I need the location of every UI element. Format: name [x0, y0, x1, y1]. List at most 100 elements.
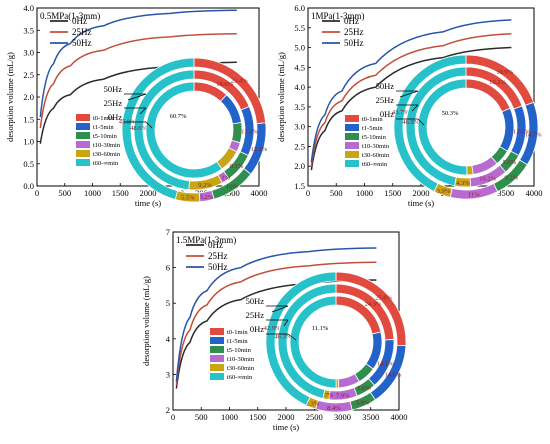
y-tick-label: 6 — [166, 263, 170, 273]
donut-value-label: 2.3% — [306, 401, 320, 408]
donut-value-label: 13.4% — [241, 129, 258, 136]
x-tick-label: 2000 — [140, 188, 157, 198]
y-axis-label: desorption volume (mL/g) — [5, 52, 15, 142]
donut-legend-label-3: t10-30min — [93, 142, 121, 149]
donut-value-label: 2.1% — [217, 175, 231, 182]
ring-label-50hz: 50Hz — [376, 81, 395, 91]
donut-value-label: 42.9% — [264, 325, 281, 332]
y-tick-label: 1.5 — [23, 114, 34, 124]
donut-slice-0hz-5 — [417, 78, 468, 176]
donut-value-label: 25.8% — [375, 294, 392, 301]
legend-label-25hz: 25Hz — [344, 27, 364, 37]
donut-slice-50hz-0 — [335, 271, 407, 347]
donut-value-label: 1.7% — [320, 392, 334, 399]
donut-inner-label: 11.1% — [312, 325, 329, 332]
panel-label: 1.5MPa(1-3mm) — [176, 235, 236, 245]
donut-legend-label-4: t30-60min — [93, 151, 121, 158]
y-tick-label: 2.0 — [294, 161, 305, 171]
ring-leader-line — [287, 333, 297, 341]
donut-value-label: 46.8% — [402, 119, 419, 126]
legend-label-0hz: 0Hz — [208, 240, 223, 250]
x-tick-label: 0 — [171, 412, 175, 422]
donut-legend-label-4: t30-60min — [227, 365, 255, 372]
panel-label: 1MPa(1-3mm) — [311, 11, 365, 21]
donut-value-label: 5.6% — [503, 159, 517, 166]
donut-legend-label-0: t0-1min — [93, 115, 114, 122]
donut-value-label: 14.1% — [377, 360, 394, 367]
donut-legend-label-5: t60-∞min — [93, 160, 119, 167]
donut-legend-label-2: t5-10min — [93, 133, 118, 140]
ring-leader-line — [139, 107, 147, 115]
donut-legend-swatch-0 — [210, 328, 224, 335]
donut-legend-label-4: t30-60min — [362, 152, 390, 159]
donut-value-label: 19.2% — [489, 79, 506, 86]
ring-leader-line — [127, 93, 147, 101]
y-tick-label: 5 — [166, 298, 170, 308]
ring-leader-line — [417, 118, 425, 126]
series-line-25hz — [39, 33, 237, 129]
x-tick-label: 1000 — [84, 188, 101, 198]
ring-leader-line — [411, 104, 419, 112]
legend-label-25hz: 25Hz — [208, 251, 228, 261]
donut-legend-swatch-5 — [76, 159, 90, 166]
donut-legend-label-2: t5-10min — [227, 347, 252, 354]
y-tick-label: 7 — [166, 227, 170, 237]
x-tick-label: 2000 — [278, 412, 295, 422]
series-line-0hz — [310, 46, 512, 171]
y-axis-label: desorption volume (mL/g) — [141, 276, 151, 366]
donut-slice-50hz-5 — [121, 57, 195, 200]
donut-value-label: 5.5% — [181, 195, 195, 202]
donut-slice-0hz-1 — [499, 107, 515, 152]
donut-value-label: 13.6% — [513, 128, 530, 135]
y-tick-label: 1.5 — [294, 181, 305, 191]
ring-label-0hz: 0Hz — [108, 112, 122, 122]
x-tick-label: 500 — [195, 412, 208, 422]
donut-legend-swatch-3 — [210, 355, 224, 362]
donut-slice-25hz-5 — [277, 283, 337, 399]
donut-slice-0hz-5 — [145, 81, 223, 179]
y-tick-label: 1.0 — [23, 137, 34, 147]
donut-legend-label-1: t1-5min — [362, 125, 383, 132]
x-axis-label: time (s) — [273, 422, 299, 432]
x-tick-label: 1000 — [221, 412, 238, 422]
y-tick-label: 3 — [166, 369, 170, 379]
donut-slice-0hz-4 — [466, 165, 474, 176]
x-tick-label: 500 — [58, 188, 71, 198]
y-tick-label: 0.0 — [23, 181, 34, 191]
y-tick-label: 0.5 — [23, 159, 34, 169]
donut-value-label: 24.3% — [365, 301, 382, 308]
donut-legend-label-0: t0-1min — [362, 116, 383, 123]
donut-value-label: 4.3% — [456, 180, 470, 187]
x-tick-label: 1500 — [249, 412, 266, 422]
y-tick-label: 4.0 — [23, 3, 34, 13]
x-axis-label: time (s) — [135, 198, 161, 208]
ring-label-50hz: 50Hz — [246, 296, 265, 306]
x-tick-label: 4000 — [526, 188, 543, 198]
x-tick-label: 0 — [35, 188, 39, 198]
donut-legend-swatch-4 — [345, 151, 359, 158]
ring-leader-line — [399, 90, 419, 98]
donut-value-label: 14.7% — [525, 131, 542, 138]
donut-value-label: 12.1% — [250, 146, 267, 153]
donut-legend-swatch-2 — [345, 133, 359, 140]
ring-leader-line — [283, 319, 289, 327]
donut-legend-swatch-5 — [210, 373, 224, 380]
x-tick-label: 4000 — [251, 188, 268, 198]
donut-legend-label-3: t10-30min — [362, 143, 390, 150]
donut-legend-swatch-3 — [76, 141, 90, 148]
donut-value-label: 19.9% — [496, 69, 513, 76]
donut-legend-swatch-0 — [76, 114, 90, 121]
donut-legend-swatch-2 — [210, 346, 224, 353]
series-line-25hz — [175, 261, 377, 386]
x-tick-label: 3000 — [334, 412, 351, 422]
donut-inner-label: 50.3% — [442, 110, 459, 117]
donut-value-label: 14.6% — [385, 372, 402, 379]
legend-label-50hz: 50Hz — [208, 262, 228, 272]
series-line-50hz — [39, 9, 237, 118]
legend-label-0hz: 0Hz — [72, 16, 87, 26]
x-tick-label: 3500 — [223, 188, 240, 198]
x-axis-label: time (s) — [408, 198, 434, 208]
legend-label-50hz: 50Hz — [344, 38, 364, 48]
donut-slice-25hz-5 — [133, 69, 195, 191]
ring-label-0hz: 0Hz — [250, 324, 264, 334]
